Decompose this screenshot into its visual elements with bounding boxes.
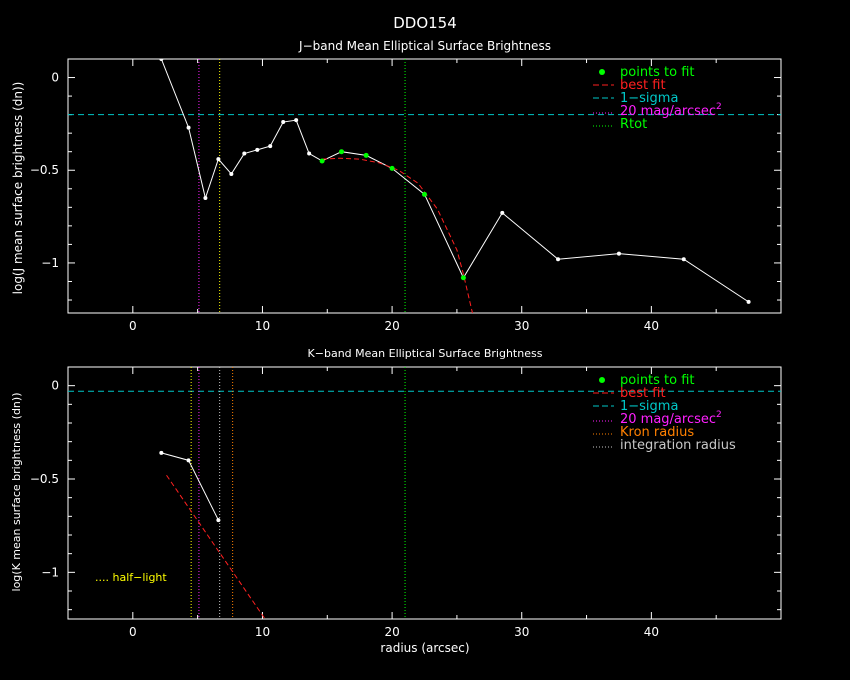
k-band-x-tick-label: 10	[255, 625, 270, 639]
j-band-data-point	[556, 257, 561, 262]
j-band-data-point	[186, 125, 191, 130]
j-band-data-line	[160, 59, 749, 303]
j-band-data-point	[203, 196, 208, 201]
j-band-x-tick-label: 40	[644, 319, 659, 333]
j-band-data-point	[307, 151, 312, 156]
j-band-data-point	[216, 157, 221, 162]
j-band-y-tick-label: 0	[51, 71, 59, 85]
k-band-x-tick-label: 20	[384, 625, 399, 639]
k-band-xlabel: radius (arcsec)	[380, 641, 469, 655]
j-band-data-point	[255, 147, 260, 152]
j-band-x-tick-label: 30	[514, 319, 529, 333]
k-band-legend-label-1-sigma: 1−sigma	[620, 399, 678, 414]
k-band-legend-label-20-mag-arcsec: 20 mag/arcsec2	[620, 410, 722, 427]
j-band-legend-label-points-to-fit: points to fit	[620, 65, 695, 80]
j-band-x-tick-label: 20	[384, 319, 399, 333]
j-band-x-tick-label: 10	[255, 319, 270, 333]
j-band-panel: J−band Mean Elliptical Surface Brightnes…	[11, 39, 782, 333]
j-band-fit-point	[389, 165, 395, 171]
j-band-best-fit-line	[322, 157, 473, 313]
j-band-x-tick-label: 0	[129, 319, 137, 333]
k-band-ylabel: log(K mean surface brightness (dn))	[10, 393, 23, 592]
j-band-legend-label-best-fit: best fit	[620, 78, 666, 93]
k-band-legend-label-best-fit: best fit	[620, 386, 666, 401]
k-band-title: K−band Mean Elliptical Surface Brightnes…	[308, 347, 543, 360]
k-band-data-point	[216, 518, 221, 523]
j-band-data-point	[229, 171, 234, 176]
j-band-fit-point	[460, 275, 466, 281]
k-band-y-tick-label: 0	[51, 379, 59, 393]
k-band-legend-label-points-to-fit: points to fit	[620, 373, 695, 388]
j-band-data-point	[746, 299, 751, 304]
k-band-legend-sup: 2	[716, 410, 722, 420]
j-band-data-point	[281, 120, 286, 125]
j-band-title: J−band Mean Elliptical Surface Brightnes…	[298, 39, 551, 53]
k-band-legend-marker-points-to-fit	[599, 377, 605, 383]
k-band-x-tick-label: 0	[129, 625, 137, 639]
j-band-legend-label-1-sigma: 1−sigma	[620, 91, 678, 106]
j-band-data-point	[616, 251, 621, 256]
j-band-data-point	[159, 59, 164, 61]
k-band-best-fit-line	[166, 474, 266, 619]
k-band-legend-label-integration-radius: integration radius	[620, 438, 736, 453]
j-band-fit-point	[422, 191, 427, 197]
k-band-legend-label-kron-radius: Kron radius	[620, 425, 694, 440]
j-band-y-tick-label: −1	[41, 256, 59, 270]
j-band-fit-point	[319, 158, 325, 164]
j-band-fit-point	[363, 152, 369, 158]
figure-title: DDO154	[393, 14, 457, 32]
j-band-y-tick-label: −0.5	[30, 163, 59, 177]
k-band-x-tick-label: 40	[644, 625, 659, 639]
j-band-fit-point	[339, 149, 345, 155]
k-band-half-light-annotation: .... half−light	[95, 571, 167, 584]
j-band-ylabel: log(J mean surface brightness (dn))	[11, 82, 25, 295]
j-band-data-point	[242, 151, 247, 156]
j-band-data-point	[681, 257, 686, 262]
j-band-data-point	[294, 118, 299, 123]
k-band-plot-frame	[67, 366, 782, 620]
k-band-data-point	[159, 450, 164, 455]
k-band-panel: K−band Mean Elliptical Surface Brightnes…	[10, 347, 782, 655]
k-band-x-tick-label: 30	[514, 625, 529, 639]
k-band-data-point	[186, 458, 191, 463]
j-band-legend-label-rtot: Rtot	[620, 117, 647, 132]
j-band-plot-frame	[67, 58, 782, 314]
j-band-legend-sup: 2	[716, 102, 722, 112]
j-band-legend-label-20-mag-arcsec: 20 mag/arcsec2	[620, 102, 722, 119]
k-band-y-tick-label: −1	[41, 565, 59, 579]
j-band-legend-marker-points-to-fit	[599, 69, 605, 75]
j-band-data-point	[500, 210, 505, 215]
j-band-data-point	[268, 144, 273, 149]
k-band-y-tick-label: −0.5	[30, 472, 59, 486]
